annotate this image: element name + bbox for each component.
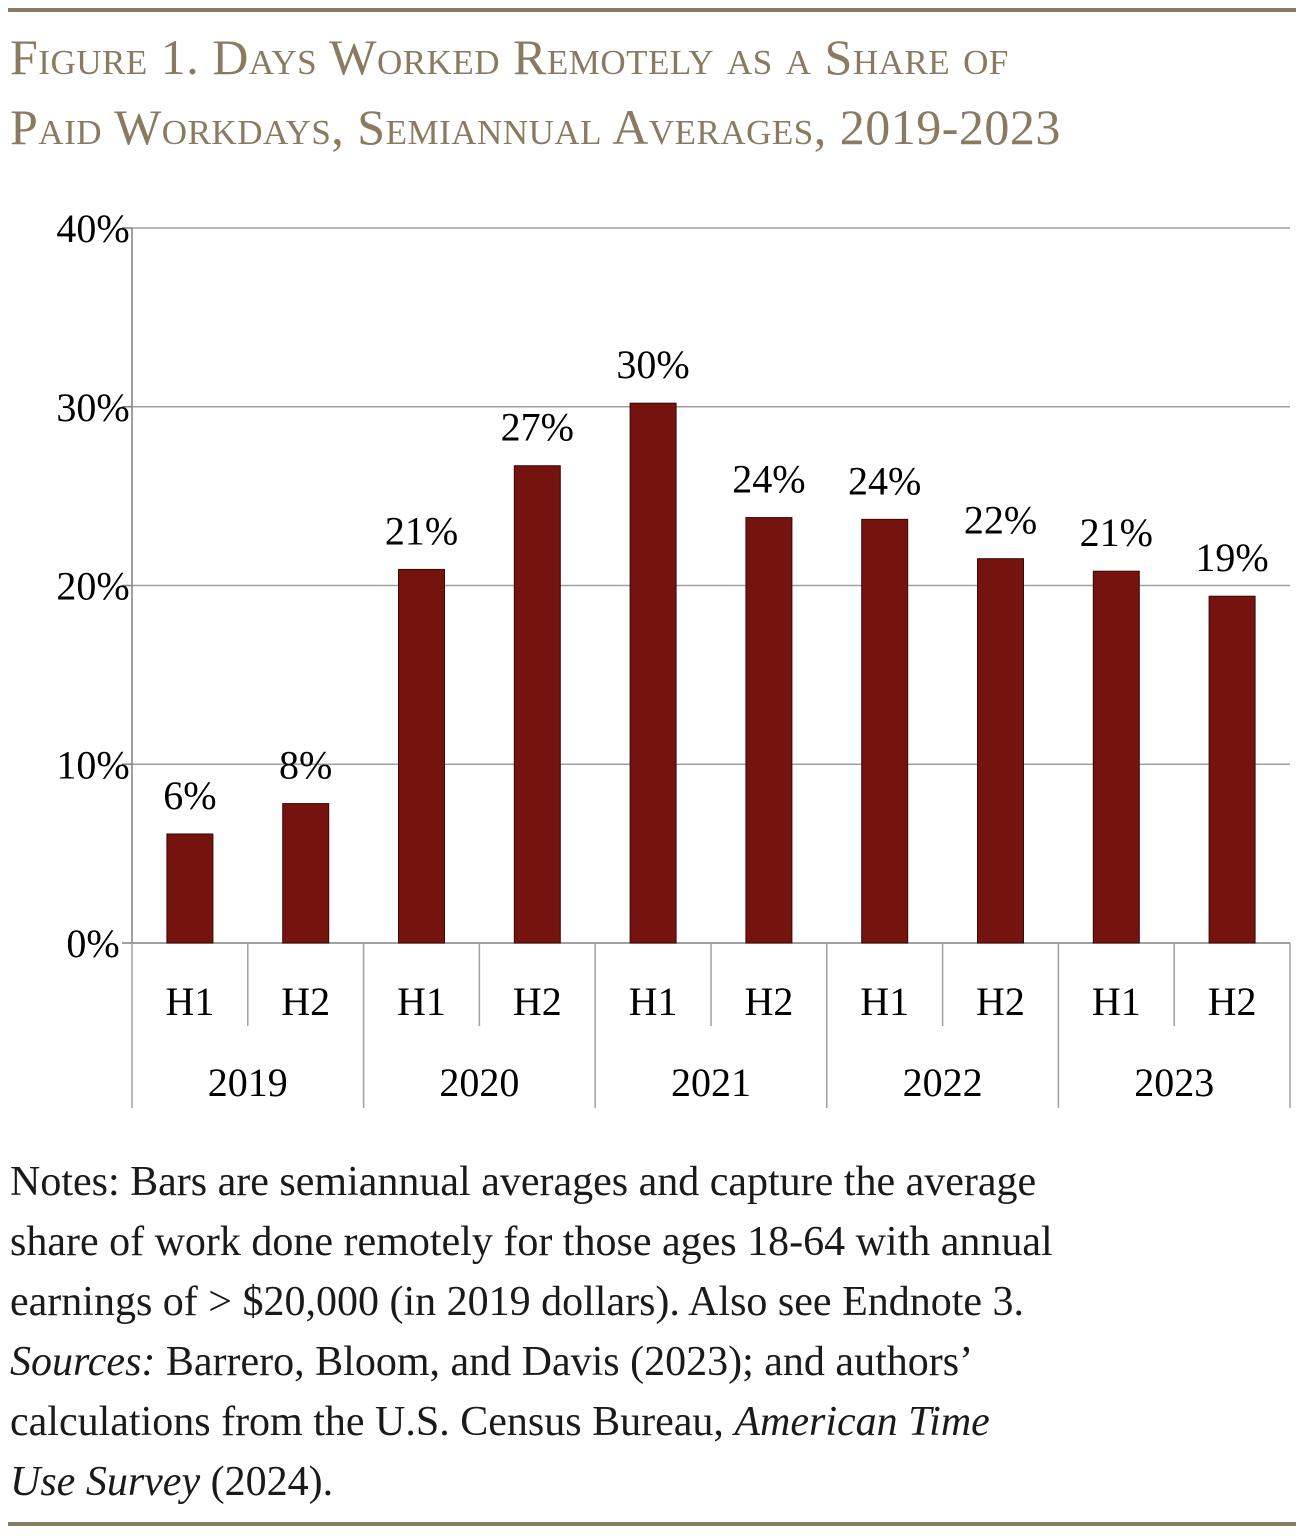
y-tick-label: 0% — [66, 921, 119, 966]
bottom-rule — [8, 1522, 1296, 1526]
bars — [167, 403, 1255, 943]
figure-notes: Notes: Bars are semiannual averages and … — [10, 1152, 1295, 1512]
sources-line3: Use Survey (2024). — [10, 1452, 1295, 1512]
x-group-label: 2022 — [903, 1060, 983, 1105]
data-label: 8% — [279, 743, 332, 788]
x-group-label: 2021 — [671, 1060, 751, 1105]
bar — [283, 804, 329, 943]
y-tick-label: 40% — [56, 206, 129, 251]
bar — [630, 403, 676, 943]
sources-line2-prefix: calculations from the U.S. Census Bureau… — [10, 1399, 734, 1445]
x-group-label: 2020 — [439, 1060, 519, 1105]
x-category-label: H2 — [513, 979, 562, 1024]
data-label: 22% — [964, 498, 1037, 543]
x-category-label: H1 — [629, 979, 678, 1024]
figure-title-line2: Paid Workdays, Semiannual Averages, 2019… — [10, 99, 1061, 155]
sources-label: Sources: — [10, 1339, 155, 1385]
data-label: 6% — [163, 773, 216, 818]
x-category-label: H1 — [1092, 979, 1141, 1024]
bar — [167, 834, 213, 943]
notes-line2: share of work done remotely for those ag… — [10, 1212, 1295, 1272]
notes-line3: earnings of > $20,000 (in 2019 dollars).… — [10, 1272, 1295, 1332]
sources-line1: Sources: Barrero, Bloom, and Davis (2023… — [10, 1332, 1295, 1392]
sources-end: (2024). — [200, 1459, 333, 1505]
data-label: 24% — [732, 457, 805, 502]
sources-text1: Barrero, Bloom, and Davis (2023); and au… — [155, 1339, 973, 1385]
x-category-label: H2 — [1208, 979, 1257, 1024]
x-group-label: 2019 — [208, 1060, 288, 1105]
x-category-label: H2 — [281, 979, 330, 1024]
bar — [862, 519, 908, 943]
y-tick-label: 20% — [56, 564, 129, 609]
figure-title: Figure 1. Days Worked Remotely as a Shar… — [10, 22, 1290, 162]
sources-title-part1: American Time — [734, 1399, 989, 1445]
bar — [1093, 571, 1139, 943]
sources-line2: calculations from the U.S. Census Bureau… — [10, 1392, 1295, 1452]
x-category-label: H1 — [397, 979, 446, 1024]
x-category-label: H2 — [976, 979, 1025, 1024]
bar — [514, 466, 560, 943]
x-category-label: H1 — [165, 979, 214, 1024]
bar-chart: 0% 10% 20% 30% 40% 6% H1 8% H2 21% H1 27% H2 30% H1 24%… — [0, 180, 1302, 1120]
sources-title-part2: Use Survey — [10, 1459, 200, 1505]
x-group-label: 2023 — [1134, 1060, 1214, 1105]
data-label: 19% — [1195, 535, 1268, 580]
top-rule — [8, 8, 1296, 12]
bar — [746, 518, 792, 943]
bar — [399, 569, 445, 943]
bar — [978, 559, 1024, 943]
x-category-label: H2 — [744, 979, 793, 1024]
data-label: 24% — [848, 458, 921, 503]
y-tick-label: 30% — [56, 385, 129, 430]
bar — [1209, 596, 1255, 943]
y-tick-label: 10% — [56, 742, 129, 787]
notes-line1: Notes: Bars are semiannual averages and … — [10, 1152, 1295, 1212]
data-label: 27% — [501, 405, 574, 450]
x-category-label: H1 — [860, 979, 909, 1024]
data-label: 21% — [385, 508, 458, 553]
figure-title-line1: Figure 1. Days Worked Remotely as a Shar… — [10, 29, 1009, 85]
data-label: 21% — [1080, 510, 1153, 555]
data-label: 30% — [616, 342, 689, 387]
